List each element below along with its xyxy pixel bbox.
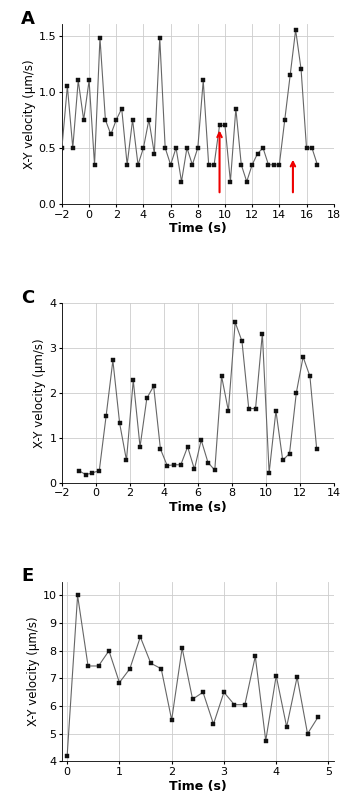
X-axis label: Time (s): Time (s): [169, 223, 227, 236]
X-axis label: Time (s): Time (s): [169, 780, 227, 793]
Y-axis label: X-Y velocity (μm/s): X-Y velocity (μm/s): [26, 616, 40, 727]
Text: E: E: [21, 567, 33, 586]
X-axis label: Time (s): Time (s): [169, 501, 227, 514]
Text: C: C: [21, 288, 34, 306]
Text: A: A: [21, 10, 35, 28]
Y-axis label: X-Y velocity (μm/s): X-Y velocity (μm/s): [23, 59, 36, 169]
Y-axis label: X-Y velocity (μm/s): X-Y velocity (μm/s): [33, 338, 46, 448]
